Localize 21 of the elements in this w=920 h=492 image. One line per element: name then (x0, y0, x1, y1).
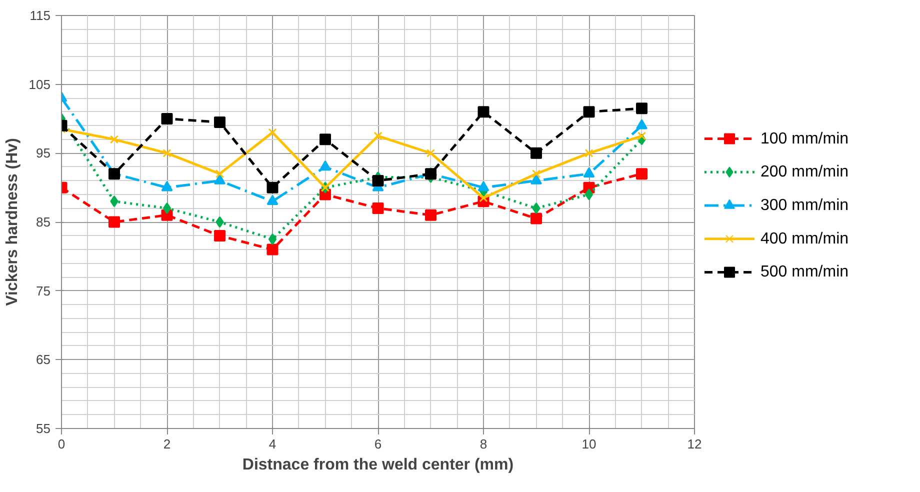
x-tick-label: 2 (163, 436, 171, 452)
y-tick-label: 55 (36, 421, 51, 436)
y-tick-label: 75 (36, 283, 51, 298)
x-tick-label: 12 (687, 436, 702, 452)
x-tick-label: 10 (582, 436, 596, 452)
x-tick-label: 0 (58, 436, 66, 452)
legend-label: 400 mm/min (760, 230, 849, 248)
y-tick-label: 115 (30, 8, 51, 23)
y-tick-label: 85 (36, 214, 51, 230)
y-axis-title: Vickers hardness (Hv) (4, 138, 21, 306)
legend-label: 200 mm/min (760, 164, 849, 181)
legend-label: 100 mm/min (760, 130, 849, 148)
y-tick-label: 95 (36, 146, 51, 161)
x-axis-title: Distnace from the weld center (mm) (242, 456, 514, 474)
y-tick-label: 105 (28, 76, 51, 92)
x-tick-label: 8 (480, 436, 488, 452)
x-tick-label: 6 (374, 436, 382, 452)
legend-label: 500 mm/min (760, 264, 849, 281)
x-tick-label: 4 (268, 436, 276, 452)
y-tick-label: 65 (36, 352, 51, 368)
legend-label: 300 mm/min (760, 196, 849, 214)
